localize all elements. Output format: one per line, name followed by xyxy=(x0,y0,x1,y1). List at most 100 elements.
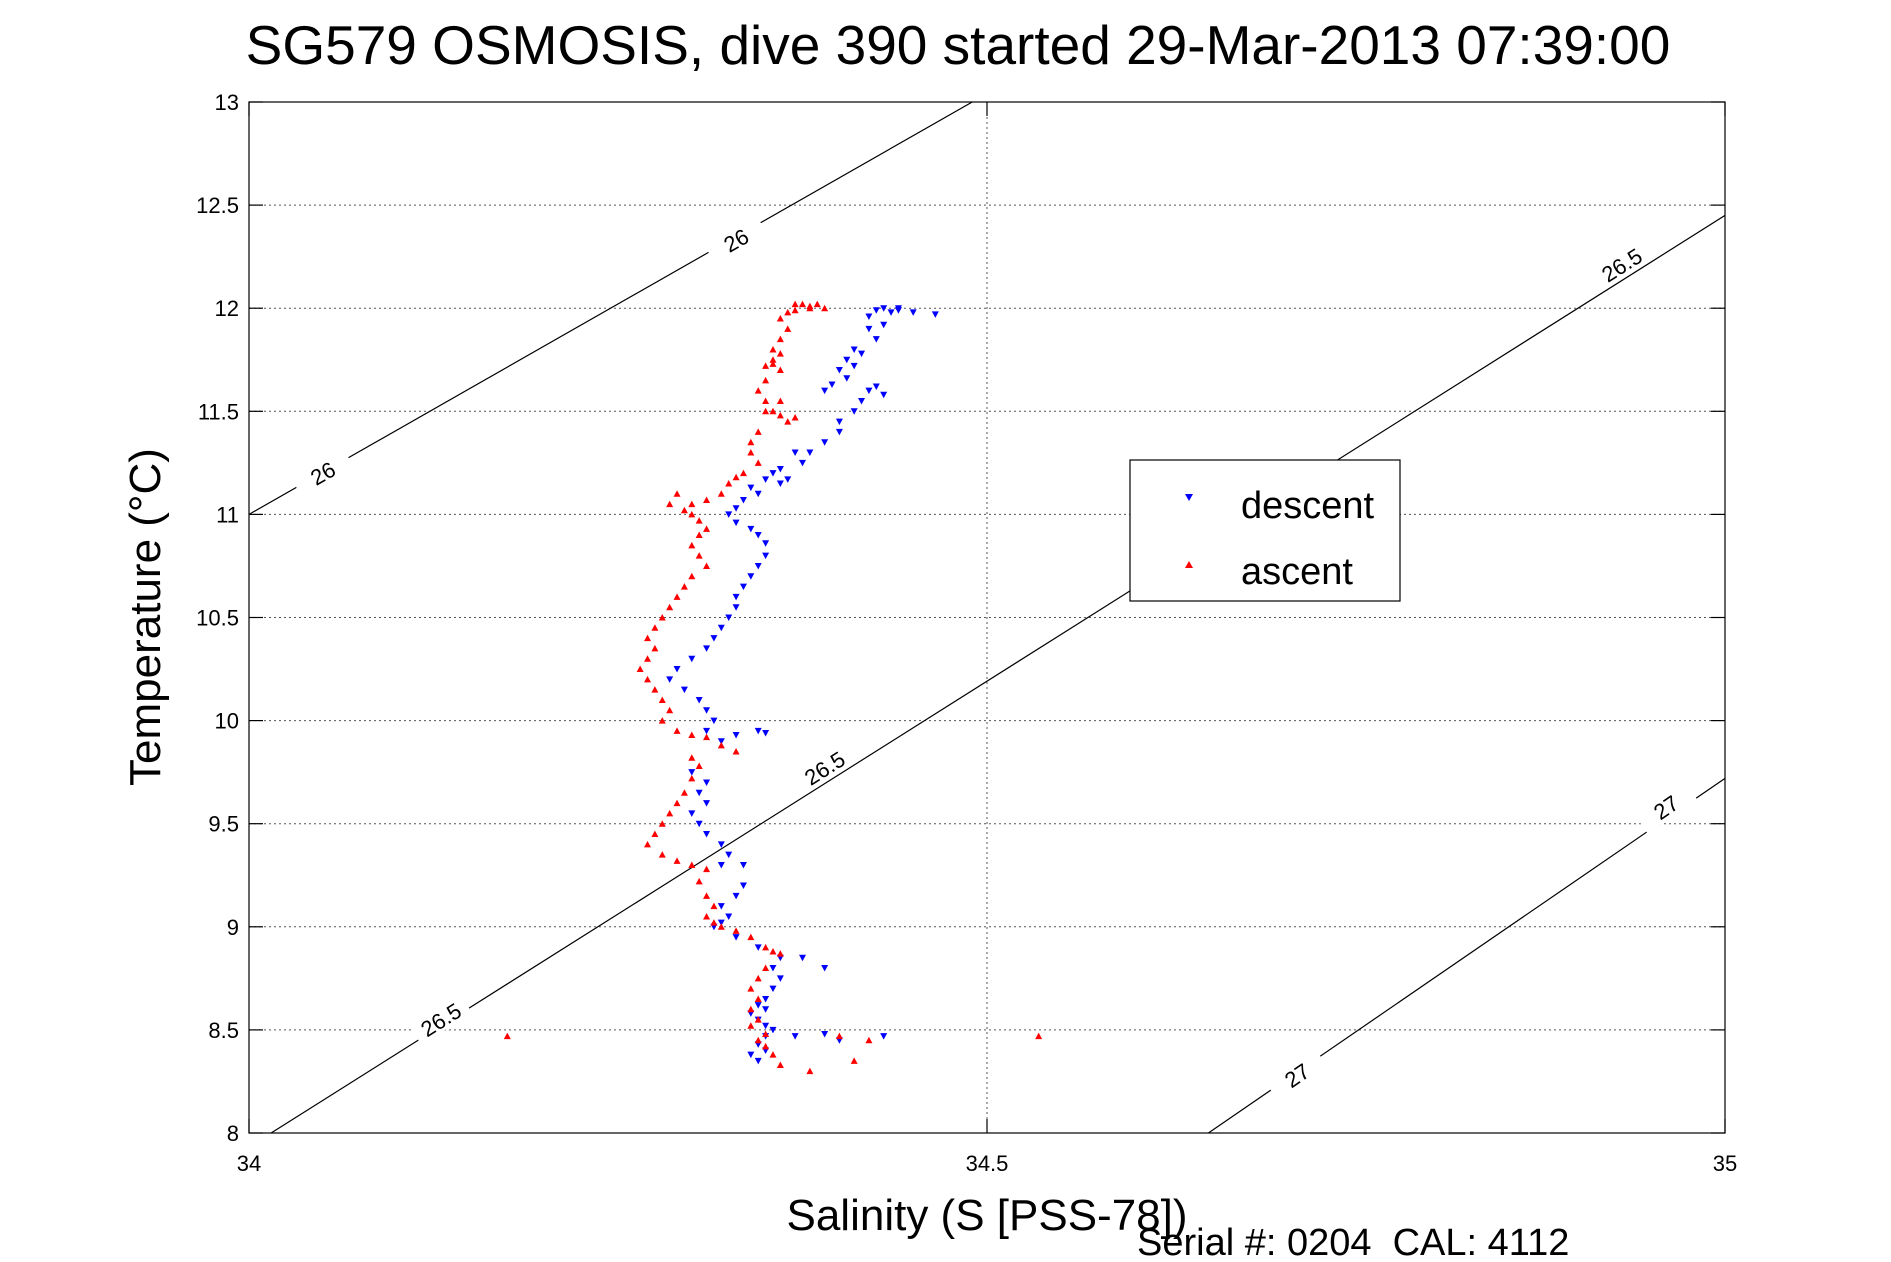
x-tick-label: 35 xyxy=(1713,1151,1737,1176)
descent-point xyxy=(776,975,784,982)
ascent-point xyxy=(666,500,674,508)
descent-point xyxy=(872,383,880,391)
descent-point xyxy=(725,851,733,859)
descent-point xyxy=(865,325,873,333)
descent-point xyxy=(835,367,843,374)
ascent-point xyxy=(658,851,666,858)
ascent-point xyxy=(769,948,777,955)
ascent-point xyxy=(754,1016,762,1023)
descent-point xyxy=(865,387,873,395)
descent-point xyxy=(872,307,880,314)
ascent-point xyxy=(695,531,703,539)
descent-point xyxy=(710,717,718,725)
data-points xyxy=(503,300,1043,1075)
ascent-point xyxy=(806,304,814,312)
descent-point xyxy=(894,307,902,314)
descent-point xyxy=(717,919,725,927)
legend-ascent-label: ascent xyxy=(1241,551,1353,593)
descent-point xyxy=(843,375,851,382)
ascent-point xyxy=(680,506,688,514)
descent-point xyxy=(754,562,762,570)
ascent-point xyxy=(865,1036,873,1044)
ascent-point xyxy=(688,500,696,508)
ascent-point xyxy=(651,830,659,838)
descent-point xyxy=(762,729,770,737)
ascent-point xyxy=(762,397,770,404)
y-tick-label: 13 xyxy=(215,90,239,115)
descent-point xyxy=(799,459,806,467)
descent-point xyxy=(821,1031,829,1038)
descent-point xyxy=(791,1033,799,1040)
ascent-point xyxy=(717,741,725,749)
descent-point xyxy=(732,519,740,527)
ascent-point xyxy=(769,1051,777,1058)
descent-point xyxy=(806,449,814,457)
ascent-point xyxy=(636,665,644,673)
density-contour-label-gap xyxy=(289,445,355,498)
descent-point xyxy=(717,738,725,745)
ascent-point xyxy=(717,923,725,930)
ascent-point xyxy=(703,562,711,569)
ascent-point xyxy=(732,748,740,755)
descent-point xyxy=(843,356,851,364)
ascent-point xyxy=(658,696,666,703)
density-contour-label-gap xyxy=(407,990,473,1045)
ascent-point xyxy=(754,387,762,394)
legend-box xyxy=(1129,459,1401,602)
descent-point xyxy=(747,1051,755,1059)
chart-title: SG579 OSMOSIS, dive 390 started 29-Mar-2… xyxy=(246,14,1671,76)
descent-point xyxy=(717,861,725,869)
legend-ascent-marker xyxy=(1185,561,1193,568)
descent-point xyxy=(666,676,674,683)
ascent-point xyxy=(813,300,821,308)
y-tick-label: 12 xyxy=(215,296,239,321)
ascent-point xyxy=(688,541,696,549)
descent-point xyxy=(732,934,740,941)
serial-cal-footer: Serial #: 0204 CAL: 4112 xyxy=(1137,1222,1569,1262)
ascent-point xyxy=(695,517,703,524)
descent-point xyxy=(880,1033,888,1040)
ascent-point xyxy=(776,950,784,957)
descent-point xyxy=(739,882,747,890)
ascent-point xyxy=(673,799,681,807)
x-tick-label: 34 xyxy=(237,1151,261,1176)
ascent-point xyxy=(762,376,770,384)
ascent-point xyxy=(651,686,659,693)
descent-point xyxy=(821,387,829,395)
ascent-point xyxy=(747,1005,755,1013)
ascent-point xyxy=(503,1032,511,1040)
legend-descent-marker xyxy=(1185,494,1193,501)
descent-point xyxy=(821,965,829,972)
descent-point xyxy=(931,311,939,318)
descent-point xyxy=(703,800,711,807)
ascent-point xyxy=(673,593,681,600)
ascent-point xyxy=(644,655,652,662)
descent-point xyxy=(791,449,799,457)
ascent-point xyxy=(688,861,696,868)
descent-point xyxy=(725,511,733,518)
ascent-point xyxy=(695,877,703,885)
ascent-point xyxy=(747,1022,755,1029)
y-tick-label: 10 xyxy=(215,709,239,734)
descent-point xyxy=(732,505,740,512)
ascent-point xyxy=(673,857,681,864)
ascent-point xyxy=(784,418,792,425)
descent-point xyxy=(680,686,688,694)
ascent-point xyxy=(688,572,696,580)
descent-point xyxy=(850,346,858,353)
ascent-point xyxy=(791,300,799,308)
descent-point xyxy=(909,309,917,316)
ascent-point xyxy=(651,644,659,652)
descent-point xyxy=(769,470,777,477)
y-tick-label: 8.5 xyxy=(208,1018,239,1043)
descent-point xyxy=(784,476,792,483)
ascent-point xyxy=(776,397,784,404)
ascent-point xyxy=(776,1061,784,1068)
ascent-point xyxy=(680,583,688,590)
descent-point xyxy=(703,831,711,838)
density-contour-line xyxy=(249,102,973,515)
ascent-point xyxy=(695,552,703,559)
ascent-point xyxy=(747,985,755,992)
density-contour-line xyxy=(270,214,1725,1133)
